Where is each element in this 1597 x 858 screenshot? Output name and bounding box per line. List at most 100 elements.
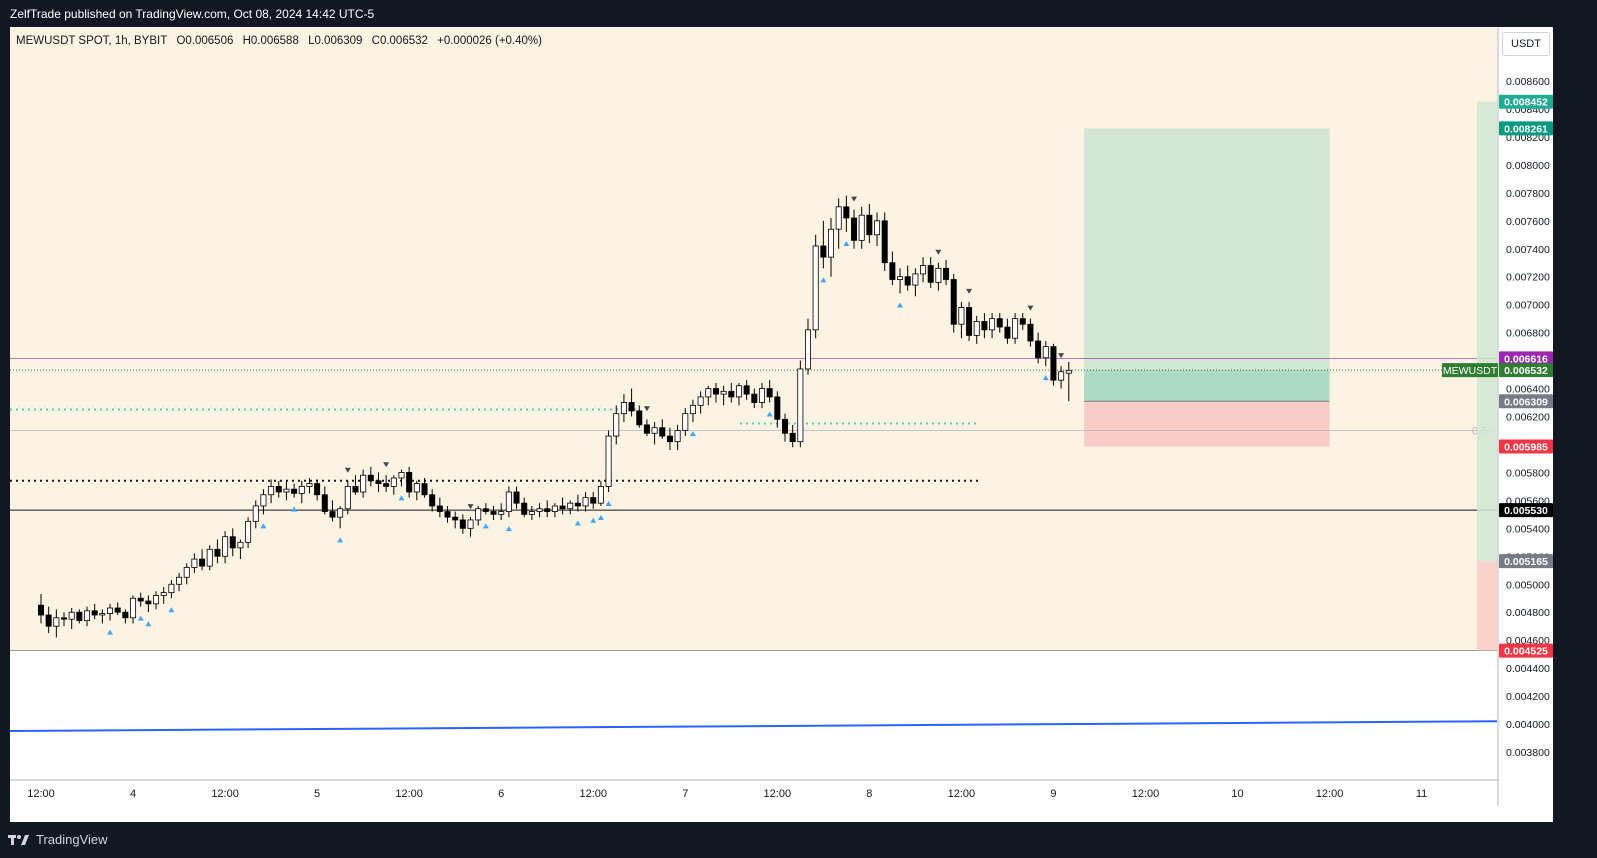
y-tick-label: 0.007600 [1506,216,1550,228]
bull-candle [1012,319,1017,339]
bear-candle [376,481,381,484]
x-tick-label: 12:00 [764,788,792,800]
bear-candle [575,503,580,506]
bull-candle [1059,372,1064,380]
bear-candle [115,608,120,612]
bear-candle [491,512,496,515]
x-tick-label: 12:00 [1316,788,1344,800]
bull-candle [253,506,258,521]
bear-candle [384,484,389,487]
bull-candle [936,268,941,282]
bear-candle [790,433,795,441]
bull-candle [184,567,189,577]
bear-candle [591,498,596,504]
bear-candle [215,549,220,556]
bear-candle [775,397,780,419]
bear-candle [430,495,435,506]
bear-candle [1036,341,1041,358]
x-tick-label: 5 [314,788,320,800]
bear-candle [276,486,281,492]
ohlc-high: H0.006588 [243,35,299,47]
x-tick-label: 4 [130,788,136,800]
bear-candle [966,307,971,335]
bear-candle [46,615,51,626]
symbol-legend: MEWUSDT SPOT, 1h, BYBIT O0.006506 H0.006… [16,35,548,47]
bull-candle [338,509,343,517]
y-tick-label: 0.004000 [1506,719,1550,731]
bull-candle [897,277,902,280]
x-tick-label: 12:00 [579,788,607,800]
price-label: 0.005165 [1504,556,1548,568]
price-label: 0.005530 [1504,505,1548,517]
bull-candle [675,430,680,441]
bull-candle [307,484,312,487]
y-tick-label: 0.006200 [1506,412,1550,424]
bear-candle [629,403,634,411]
price-label: 0.008261 [1504,123,1548,135]
y-tick-label: 0.004800 [1506,607,1550,619]
bear-candle [943,268,948,279]
y-tick-label: 0.003800 [1506,747,1550,759]
bull-candle [192,559,197,567]
bull-candle [222,537,227,557]
bear-candle [782,419,787,433]
bull-candle [959,307,964,324]
bull-candle [621,403,626,414]
bull-candle [828,229,833,257]
bear-candle [637,411,642,425]
tradingview-logo[interactable]: TradingView [8,832,108,847]
x-tick-label: 8 [866,788,872,800]
bull-candle [107,608,112,614]
bear-candle [322,495,327,512]
bear-candle [230,537,235,548]
bull-candle [261,495,266,506]
bull-candle [499,512,504,515]
bull-candle [920,266,925,274]
bear-candle [199,559,204,566]
x-tick-label: 12:00 [948,788,976,800]
y-tick-label: 0.007400 [1506,244,1550,256]
x-tick-label: 12:00 [1132,788,1160,800]
bull-candle [606,436,611,486]
bull-candle [706,389,711,397]
bear-candle [844,207,849,218]
bull-candle [583,498,588,506]
bear-candle [867,215,872,235]
bull-candle [805,330,810,369]
bear-candle [767,389,772,397]
bull-candle [537,509,542,512]
symbol-name[interactable]: MEWUSDT SPOT, 1h, BYBIT [16,35,167,47]
bull-candle [836,207,841,229]
bull-candle [299,486,304,493]
bear-candle [1020,319,1025,325]
bull-candle [130,598,135,618]
y-tick-label: 0.005800 [1506,467,1550,479]
bull-candle [153,595,158,603]
currency-button[interactable]: USDT [1502,32,1550,56]
bear-candle [997,319,1002,327]
bull-candle [989,319,994,330]
range-bar-green [1477,102,1497,561]
bull-candle [245,521,250,542]
bull-candle [798,369,803,442]
ohlc-close: C0.006532 [372,35,428,47]
bear-candle [38,605,43,615]
bear-candle [353,486,358,492]
bull-candle [913,274,918,285]
bull-candle [84,611,89,621]
price-label: 0.006532 [1504,365,1548,377]
bull-candle [100,614,105,615]
bull-candle [813,246,818,330]
open-pnl-zone [1084,370,1329,401]
y-tick-label: 0.008600 [1506,76,1550,88]
bear-candle [752,394,757,402]
y-tick-label: 0.006400 [1506,384,1550,396]
bear-candle [982,321,987,329]
bear-candle [292,489,297,493]
bull-candle [238,542,243,548]
price-label: 0.006309 [1504,396,1548,408]
bull-candle [974,321,979,335]
bear-candle [882,221,887,263]
bear-candle [368,475,373,481]
